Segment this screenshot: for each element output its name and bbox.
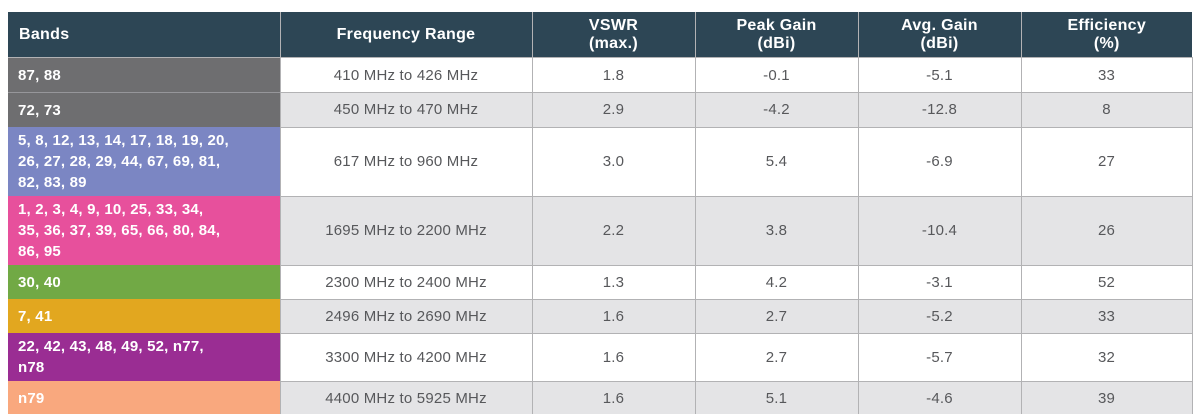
column-header-unit: (%)	[1093, 34, 1120, 52]
table-row: 1, 2, 3, 4, 9, 10, 25, 33, 34, 35, 36, 3…	[8, 195, 1193, 266]
vswr-cell: 2.9	[531, 92, 696, 128]
bands-cell: 7, 41	[8, 299, 280, 333]
efficiency-cell: 8	[1020, 92, 1193, 128]
efficiency-cell: 33	[1020, 57, 1193, 93]
column-header-label: Efficiency	[1067, 16, 1147, 34]
peak-gain-cell: 4.2	[694, 264, 859, 300]
peak-gain-cell: 5.4	[694, 126, 859, 197]
table-header: Bands Frequency Range VSWR (max.) Peak Gain(…	[8, 12, 1192, 58]
avg-gain-cell: -3.1	[857, 264, 1022, 300]
avg-gain-cell: -12.8	[857, 92, 1022, 128]
vswr-cell: 1.6	[531, 332, 696, 382]
table-row: 22, 42, 43, 48, 49, 52, n77, n78 3300 MHz…	[8, 332, 1193, 382]
efficiency-cell: 26	[1020, 195, 1193, 266]
peak-gain-cell: 3.8	[694, 195, 859, 266]
efficiency-cell: 52	[1020, 264, 1193, 300]
efficiency-cell: 27	[1020, 126, 1193, 197]
column-header-peak-gain: Peak Gain (dBi)	[694, 12, 858, 58]
vswr-cell: 1.6	[531, 380, 696, 414]
column-header-efficiency: Efficiency (%)	[1020, 12, 1192, 58]
column-header-label: Avg. Gain	[901, 16, 978, 34]
band-specs-table: Bands Frequency Range VSWR (max.) Peak Gain(…	[8, 12, 1193, 414]
table-header-row: Bands Frequency Range VSWR (max.) Peak Gain(…	[8, 12, 1192, 58]
frequency-range-cell: 4400 MHz to 5925 MHz	[279, 380, 533, 414]
avg-gain-cell: -5.2	[857, 298, 1022, 334]
efficiency-cell: 32	[1020, 332, 1193, 382]
bands-cell: 5, 8, 12, 13, 14, 17, 18, 19, 20, 26, 27…	[8, 127, 280, 196]
column-header-label: Bands	[19, 25, 70, 43]
column-header-frequency: Frequency Range	[279, 12, 532, 58]
avg-gain-cell: -5.1	[857, 57, 1022, 93]
peak-gain-cell: 5.1	[694, 380, 859, 414]
vswr-cell: 3.0	[531, 126, 696, 197]
frequency-range-cell: 1695 MHz to 2200 MHz	[279, 195, 533, 266]
table-row: n79 4400 MHz to 5925 MHz 1.6 5.1 -4.6 39	[8, 380, 1193, 414]
table-row: 72, 73 450 MHz to 470 MHz 2.9 -4.2 -12.8 8	[8, 92, 1193, 128]
column-header-unit: (max.)	[589, 34, 638, 52]
column-header-unit: (dBi)	[757, 34, 796, 52]
column-header-vswr: VSWR (max.)	[531, 12, 695, 58]
avg-gain-cell: -10.4	[857, 195, 1022, 266]
peak-gain-cell: -4.2	[694, 92, 859, 128]
column-header-avg-gain: Avg. Gain (dBi)	[857, 12, 1021, 58]
table-row: 30, 40 2300 MHz to 2400 MHz 1.3 4.2 -3.1 52	[8, 264, 1193, 300]
vswr-cell: 2.2	[531, 195, 696, 266]
peak-gain-cell: -0.1	[694, 57, 859, 93]
frequency-range-cell: 617 MHz to 960 MHz	[279, 126, 533, 197]
peak-gain-cell: 2.7	[694, 298, 859, 334]
frequency-range-cell: 2300 MHz to 2400 MHz	[279, 264, 533, 300]
frequency-range-cell: 2496 MHz to 2690 MHz	[279, 298, 533, 334]
avg-gain-cell: -4.6	[857, 380, 1022, 414]
table-body: 87, 88 410 MHz to 426 MHz 1.8 -0.1 -5.1 33 72,…	[8, 57, 1193, 414]
column-header-label: Frequency Range	[336, 25, 476, 43]
column-header-unit: (dBi)	[920, 34, 959, 52]
bands-cell: 72, 73	[8, 92, 280, 127]
bands-cell: 1, 2, 3, 4, 9, 10, 25, 33, 34, 35, 36, 3…	[8, 196, 280, 265]
table-row: 5, 8, 12, 13, 14, 17, 18, 19, 20, 26, 27…	[8, 126, 1193, 197]
frequency-range-cell: 3300 MHz to 4200 MHz	[279, 332, 533, 382]
avg-gain-cell: -5.7	[857, 332, 1022, 382]
bands-cell: 87, 88	[8, 57, 280, 93]
frequency-range-cell: 450 MHz to 470 MHz	[279, 92, 533, 128]
efficiency-cell: 39	[1020, 380, 1193, 414]
bands-cell: 30, 40	[8, 265, 280, 299]
column-header-label: VSWR	[588, 16, 639, 34]
peak-gain-cell: 2.7	[694, 332, 859, 382]
avg-gain-cell: -6.9	[857, 126, 1022, 197]
column-header-bands: Bands	[8, 12, 280, 58]
vswr-cell: 1.8	[531, 57, 696, 93]
efficiency-cell: 33	[1020, 298, 1193, 334]
vswr-cell: 1.3	[531, 264, 696, 300]
frequency-range-cell: 410 MHz to 426 MHz	[279, 57, 533, 93]
table-row: 87, 88 410 MHz to 426 MHz 1.8 -0.1 -5.1 33	[8, 57, 1193, 93]
column-header-label: Peak Gain	[736, 16, 817, 34]
vswr-cell: 1.6	[531, 298, 696, 334]
bands-cell: n79	[8, 381, 280, 414]
table-row: 7, 41 2496 MHz to 2690 MHz 1.6 2.7 -5.2 33	[8, 298, 1193, 334]
bands-cell: 22, 42, 43, 48, 49, 52, n77, n78	[8, 333, 280, 381]
